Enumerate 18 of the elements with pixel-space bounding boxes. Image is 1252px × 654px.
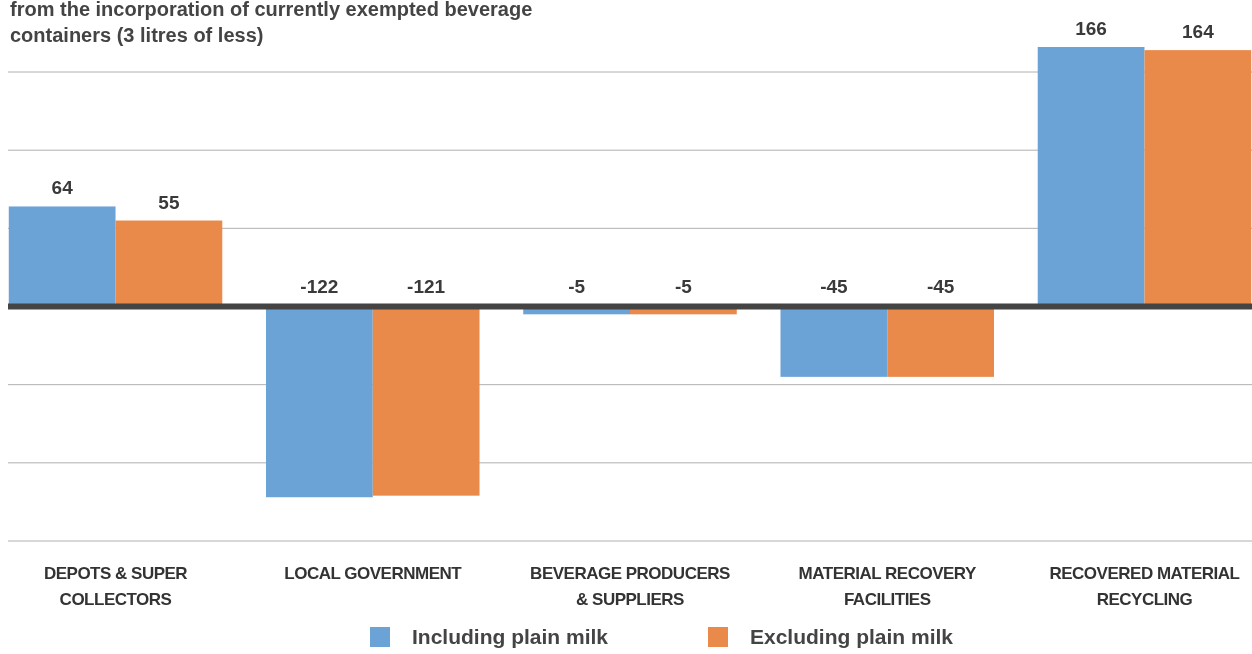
data-label: 64 [51,177,74,199]
x-tick-label: RECOVERED MATERIAL RECYCLING [1049,564,1240,609]
legend-label: Excluding plain milk [750,625,954,648]
data-label: -5 [568,275,586,297]
data-label: -45 [926,275,955,297]
x-tick-label: DEPOTS & SUPER COLLECTORS [43,564,188,609]
data-label: -121 [407,275,446,297]
x-tick-label: LOCAL GOVERNMENT [284,564,463,583]
x-tick-label: MATERIAL RECOVERY FACILITIES [798,564,978,609]
data-label: 55 [158,191,180,213]
chart-title: from the incorporation of currently exempted beverage containers (3 litres of less) [10,0,533,46]
data-label: 166 [1075,18,1107,39]
data-label: -45 [820,275,849,297]
x-tick-label: BEVERAGE PRODUCERS & SUPPLIERS [530,564,731,609]
legend-label: Including plain milk [412,625,609,648]
data-label: -122 [300,275,339,297]
data-label: 164 [1182,21,1215,43]
data-label: -5 [674,275,693,297]
